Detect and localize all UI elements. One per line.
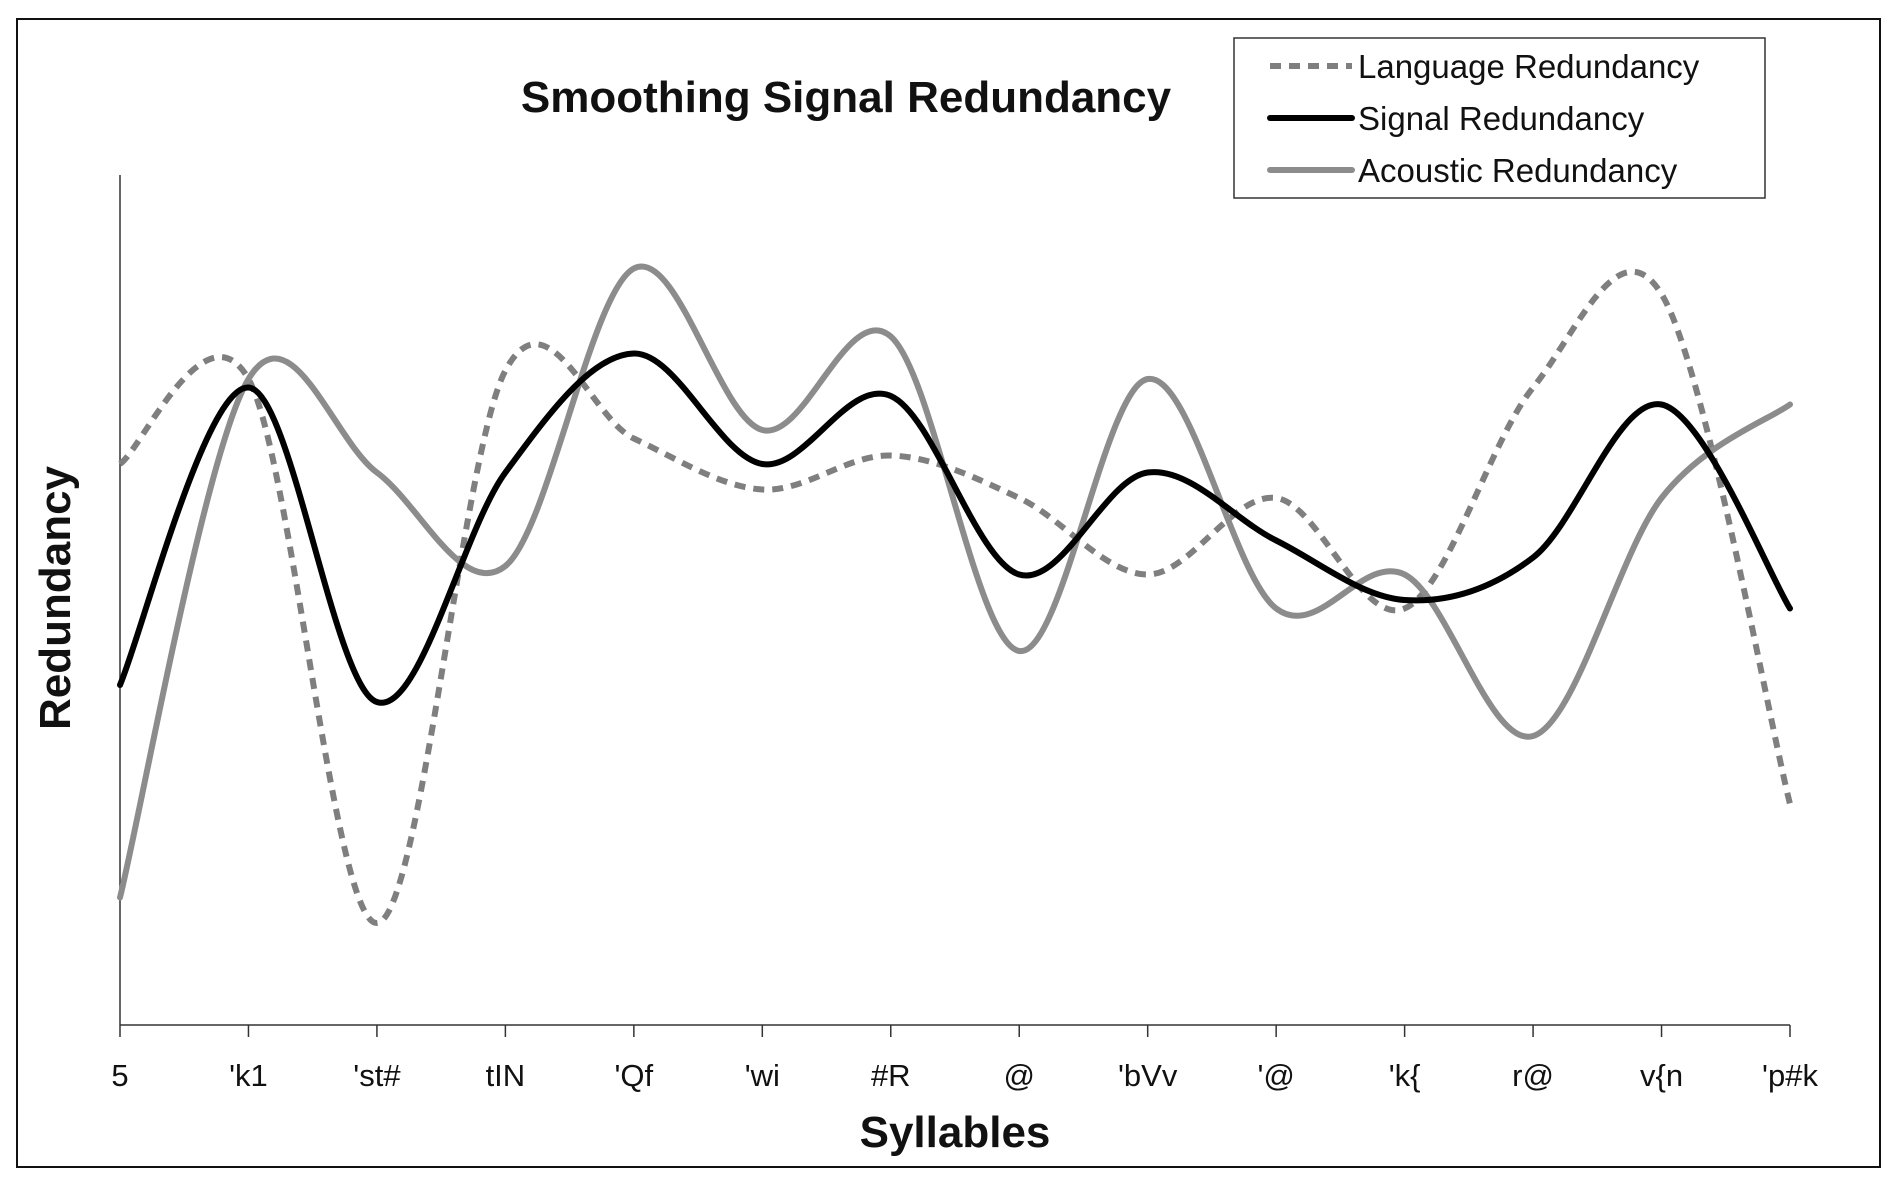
x-tick-label: 'k{ bbox=[1389, 1058, 1421, 1093]
x-tick-label: v{n bbox=[1640, 1058, 1683, 1093]
series-line-language-redundancy bbox=[118, 268, 1793, 927]
x-axis-title: Syllables bbox=[860, 1108, 1051, 1157]
y-axis-title: Redundancy bbox=[31, 465, 80, 730]
x-tick-label: 'Qf bbox=[615, 1058, 654, 1093]
x-tick-labels: 5 'k1 'st# tIN 'Qf 'wi #R @ 'bVv '@ 'k{ r@ v{n 'p#k bbox=[111, 1058, 1818, 1093]
x-tick-label: 'k1 bbox=[229, 1058, 268, 1093]
legend-label: Acoustic Redundancy bbox=[1358, 152, 1678, 189]
series-line-signal-redundancy bbox=[117, 350, 1793, 706]
series-lines bbox=[117, 263, 1793, 927]
x-tick-label: #R bbox=[871, 1058, 911, 1093]
x-tick-label: '@ bbox=[1257, 1058, 1294, 1093]
x-tick-label: 'p#k bbox=[1762, 1058, 1818, 1093]
legend: Language Redundancy Signal Redundancy Acou… bbox=[1233, 37, 1766, 199]
legend-label: Signal Redundancy bbox=[1358, 100, 1645, 137]
legend-label: Language Redundancy bbox=[1358, 48, 1700, 85]
x-tick-label: @ bbox=[1003, 1058, 1034, 1093]
x-ticks bbox=[119, 1025, 1791, 1037]
x-tick-label: 'wi bbox=[745, 1058, 780, 1093]
x-tick-label: 5 bbox=[111, 1058, 128, 1093]
series-line-acoustic-redundancy bbox=[117, 263, 1793, 901]
chart-title: Smoothing Signal Redundancy bbox=[521, 73, 1172, 122]
x-tick-label: 'st# bbox=[353, 1058, 401, 1093]
x-tick-label: tIN bbox=[486, 1058, 526, 1093]
x-tick-label: r@ bbox=[1512, 1058, 1554, 1093]
x-tick-label: 'bVv bbox=[1118, 1058, 1178, 1093]
